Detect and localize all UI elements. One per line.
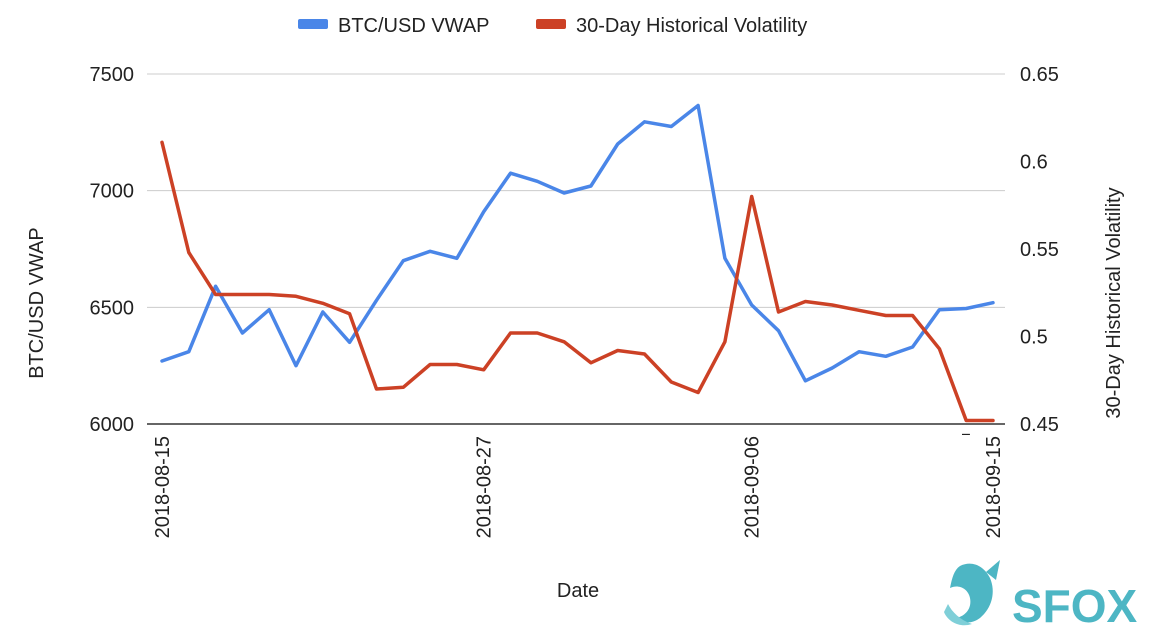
left-axis-title: BTC/USD VWAP <box>26 227 48 379</box>
legend-label-volatility: 30-Day Historical Volatility <box>576 15 807 37</box>
x-tick-label: 2018-08-15 <box>152 436 174 538</box>
x-axis-title: Date <box>557 580 599 602</box>
sfox-logo: SFOX <box>944 560 1138 632</box>
series-line-vwap <box>160 103 995 383</box>
left-tick-label: 7500 <box>90 64 135 86</box>
legend-swatch-volatility <box>536 19 566 29</box>
right-tick-label: 0.5 <box>1020 327 1048 349</box>
left-tick-label: 7000 <box>90 181 135 203</box>
fox-icon <box>944 560 1000 626</box>
gridlines <box>147 73 1005 425</box>
x-tick-label: 2018-09-06 <box>742 436 764 538</box>
right-tick-label: 0.65 <box>1020 64 1059 86</box>
legend-swatch-vwap <box>298 19 328 29</box>
series-line-volatility <box>160 140 995 423</box>
right-tick-label: 0.55 <box>1020 239 1059 261</box>
left-axis-ticks: 6000 6500 7000 7500 <box>90 64 135 436</box>
legend-label-vwap: BTC/USD VWAP <box>338 15 490 37</box>
right-axis-title: 30-Day Historical Volatility <box>1103 187 1125 418</box>
left-tick-label: 6000 <box>90 414 135 436</box>
logo-text: SFOX <box>1012 580 1138 632</box>
x-tick-label: 2018-08-27 <box>474 436 496 538</box>
stray-tick-mark: ‾ <box>962 433 971 455</box>
right-axis-ticks: 0.45 0.5 0.55 0.6 0.65 <box>1020 64 1059 436</box>
left-tick-label: 6500 <box>90 297 135 319</box>
x-axis-ticks: 2018-08-15 2018-08-27 2018-09-06 2018-09-15 <box>152 436 1005 538</box>
series-layer <box>160 103 995 423</box>
right-tick-label: 0.6 <box>1020 152 1048 174</box>
legend: BTC/USD VWAP 30-Day Historical Volatilit… <box>298 15 807 37</box>
right-tick-label: 0.45 <box>1020 414 1059 436</box>
x-tick-label: 2018-09-15 <box>983 436 1005 538</box>
